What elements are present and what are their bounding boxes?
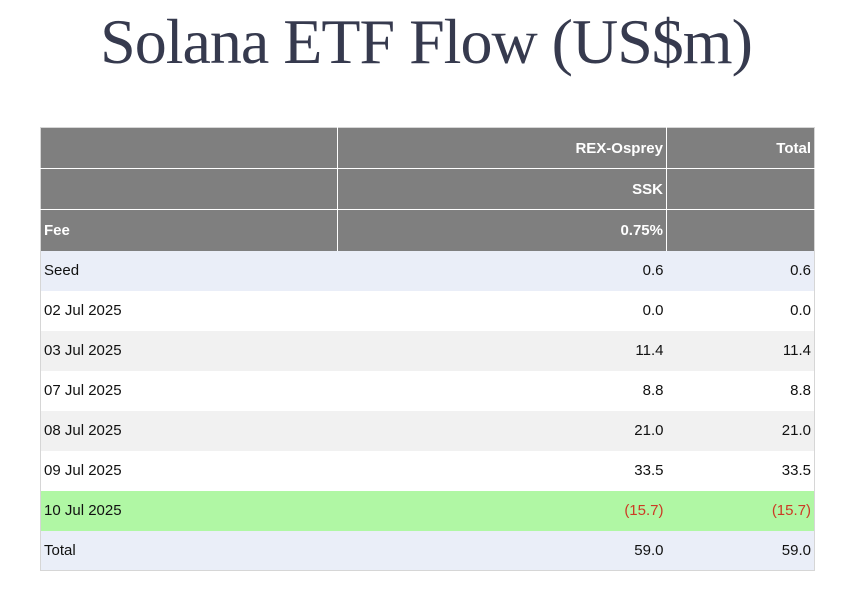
header-row-fund: REX-Osprey Total bbox=[40, 127, 815, 169]
header-row-fee: Fee 0.75% bbox=[40, 209, 815, 251]
table-row-highlighted: 10 Jul 2025 (15.7) (15.7) bbox=[40, 490, 815, 531]
row-total-value: 21.0 bbox=[666, 410, 815, 451]
header-fee-label: Fee bbox=[40, 209, 338, 251]
row-rex-value: 11.4 bbox=[337, 330, 667, 371]
header-blank-cell bbox=[666, 209, 815, 251]
table-row: 08 Jul 2025 21.0 21.0 bbox=[40, 410, 815, 451]
header-total: Total bbox=[666, 127, 815, 169]
row-total-value: 33.5 bbox=[666, 450, 815, 491]
header-rex-osprey: REX-Osprey bbox=[337, 127, 667, 169]
row-rex-value: 59.0 bbox=[337, 530, 667, 571]
row-label: 07 Jul 2025 bbox=[40, 370, 338, 411]
row-total-value: 59.0 bbox=[666, 530, 815, 571]
header-fee-value: 0.75% bbox=[337, 209, 667, 251]
row-label: 03 Jul 2025 bbox=[40, 330, 338, 371]
table-row: 03 Jul 2025 11.4 11.4 bbox=[40, 330, 815, 371]
row-total-value: 0.0 bbox=[666, 290, 815, 331]
row-label: Seed bbox=[40, 250, 338, 291]
header-blank-cell bbox=[40, 127, 338, 169]
row-rex-value-negative: (15.7) bbox=[337, 490, 667, 531]
table-row: 02 Jul 2025 0.0 0.0 bbox=[40, 290, 815, 331]
row-label: 02 Jul 2025 bbox=[40, 290, 338, 331]
row-label: 10 Jul 2025 bbox=[40, 490, 338, 531]
table-row: 07 Jul 2025 8.8 8.8 bbox=[40, 370, 815, 411]
row-rex-value: 21.0 bbox=[337, 410, 667, 451]
row-rex-value: 33.5 bbox=[337, 450, 667, 491]
row-rex-value: 0.0 bbox=[337, 290, 667, 331]
table-row: 09 Jul 2025 33.5 33.5 bbox=[40, 450, 815, 491]
page-title: Solana ETF Flow (US$m) bbox=[100, 6, 753, 77]
row-rex-value: 8.8 bbox=[337, 370, 667, 411]
row-total-value-negative: (15.7) bbox=[666, 490, 815, 531]
row-total-value: 11.4 bbox=[666, 330, 815, 371]
table-row-total: Total 59.0 59.0 bbox=[40, 530, 815, 571]
row-label: Total bbox=[40, 530, 338, 571]
row-total-value: 8.8 bbox=[666, 370, 815, 411]
header-blank-cell bbox=[40, 168, 338, 210]
header-row-ticker: SSK bbox=[40, 168, 815, 210]
header-ticker-ssk: SSK bbox=[337, 168, 667, 210]
etf-flow-table: REX-Osprey Total SSK Fee 0.75% Seed 0.6 … bbox=[40, 127, 815, 571]
header-blank-cell bbox=[666, 168, 815, 210]
table-row-seed: Seed 0.6 0.6 bbox=[40, 250, 815, 291]
row-rex-value: 0.6 bbox=[337, 250, 667, 291]
row-total-value: 0.6 bbox=[666, 250, 815, 291]
row-label: 08 Jul 2025 bbox=[40, 410, 338, 451]
row-label: 09 Jul 2025 bbox=[40, 450, 338, 491]
